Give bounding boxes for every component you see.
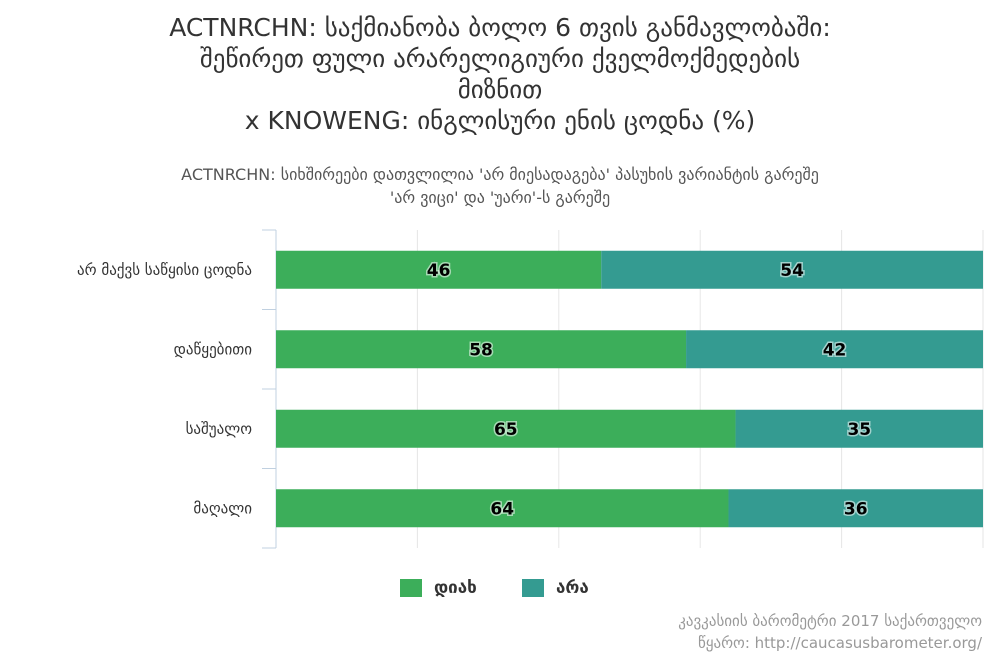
category-axis: არ მაქვს საწყისი ცოდნა დაწყებითი საშუალო მა…: [77, 229, 277, 549]
chart-title: ACTNRCHN: საქმიანობა ბოლო 6 თვის განმავლ…: [40, 12, 960, 136]
data-label: 42: [823, 340, 847, 360]
data-label: 58: [469, 340, 493, 360]
credits: კავკასიის ბარომეტრი 2017 საქართველო წყარ…: [678, 610, 982, 654]
data-label: 64: [490, 499, 514, 519]
data-label: 54: [780, 261, 804, 281]
legend-swatch: [522, 579, 544, 597]
category-label: არ მაქვს საწყისი ცოდნა: [77, 261, 252, 279]
chart-title-line: მიზნით: [457, 75, 543, 104]
data-label: 35: [847, 420, 871, 440]
legend-item[interactable]: არა: [522, 578, 589, 598]
category-label: საშუალო: [186, 420, 253, 438]
bar-segment: [276, 489, 729, 528]
bar-segment: [276, 330, 687, 369]
bar-segment: [686, 330, 983, 369]
legend-label: არა: [556, 578, 589, 598]
chart-subtitle: ACTNRCHN: სიხშირეები დათვლილია 'არ მიესა…: [60, 163, 940, 209]
legend-item[interactable]: დიახ: [400, 578, 477, 598]
chart-subtitle-line: 'არ ვიცი' და 'უარი'-ს გარეშე: [389, 188, 611, 207]
chart-title-line: x KNOWENG: ინგლისური ენის ცოდნა (%): [244, 106, 756, 135]
category-label: მაღალი: [193, 499, 252, 517]
data-label: 65: [494, 420, 518, 440]
legend-swatch: [400, 579, 422, 597]
bars: [276, 250, 983, 528]
category-label: დაწყებითი: [174, 340, 253, 358]
legend-label: დიახ: [434, 578, 477, 598]
credits-line: კავკასიის ბარომეტრი 2017 საქართველო: [678, 612, 982, 630]
data-label: 36: [844, 499, 868, 519]
bar-segment: [735, 409, 983, 448]
bar-segment: [601, 250, 983, 289]
bar-segment: [728, 489, 983, 528]
chart-subtitle-line: ACTNRCHN: სიხშირეები დათვლილია 'არ მიესა…: [181, 165, 819, 184]
chart-title-line: ACTNRCHN: საქმიანობა ბოლო 6 თვის განმავლ…: [169, 13, 831, 42]
bar-segment: [276, 250, 602, 289]
chart-title-line: შეწირეთ ფული არარელიგიური ქველმოქმედების: [199, 44, 801, 73]
bar-segment: [276, 409, 736, 448]
legend: დიახ არა: [0, 578, 1000, 604]
data-labels: 46 54 58 42 65 35 64 36: [425, 259, 872, 521]
credits-line: წყარო: http://caucasusbarometer.org/: [697, 634, 982, 652]
data-label: 46: [427, 261, 451, 281]
